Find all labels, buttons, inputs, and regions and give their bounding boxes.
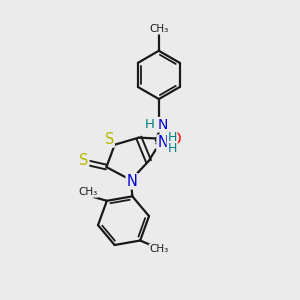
Text: S: S <box>79 153 88 168</box>
Text: H: H <box>167 131 177 144</box>
Text: CH₃: CH₃ <box>149 24 169 34</box>
Text: N: N <box>158 118 168 132</box>
Text: H: H <box>145 118 155 131</box>
Text: N: N <box>157 135 168 150</box>
Text: N: N <box>126 174 137 189</box>
Text: CH₃: CH₃ <box>79 187 98 197</box>
Text: O: O <box>169 132 181 147</box>
Text: H: H <box>167 142 177 155</box>
Text: S: S <box>105 132 114 147</box>
Text: CH₃: CH₃ <box>149 244 169 254</box>
